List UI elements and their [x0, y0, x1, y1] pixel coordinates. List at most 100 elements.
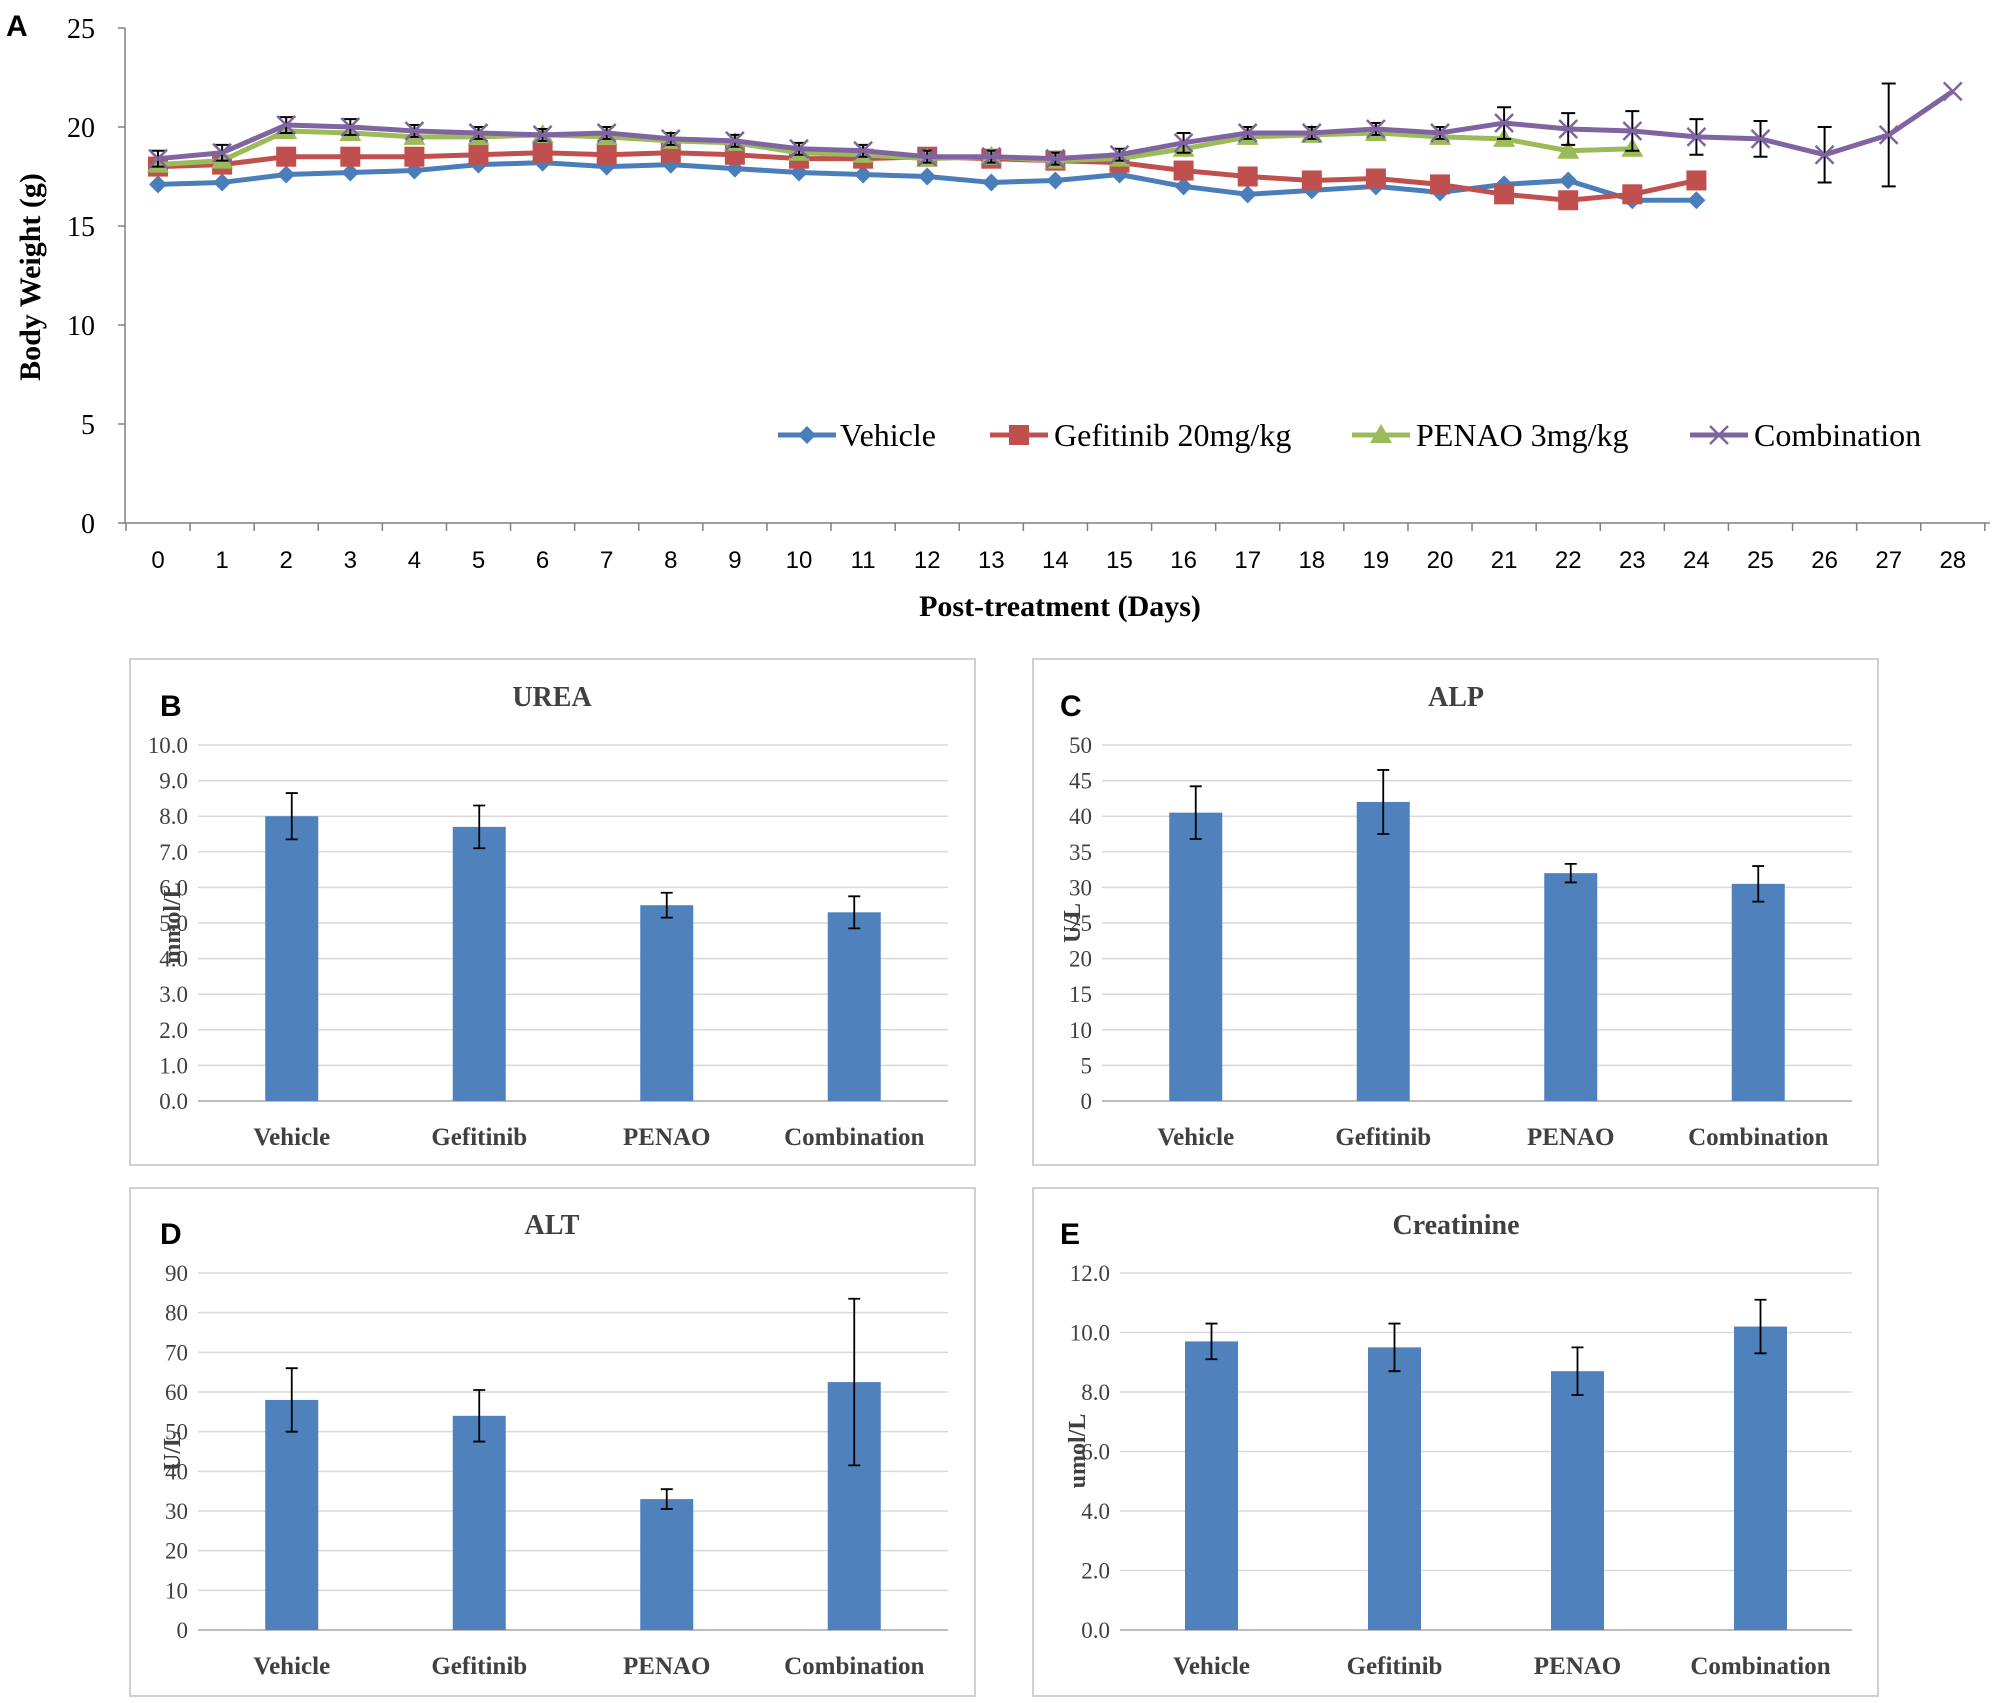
- data-point: [212, 142, 232, 163]
- error-bar: [285, 792, 298, 841]
- bar-penao: [640, 905, 694, 1101]
- legend-label: Gefitinib 20mg/kg: [1054, 417, 1291, 453]
- data-point: [1366, 119, 1386, 139]
- y-tick-label: 70: [165, 1340, 188, 1365]
- data-point: [789, 138, 809, 159]
- error-bar: [473, 804, 486, 850]
- y-tick-label: 7.0: [159, 840, 188, 865]
- bar-vehicle: [265, 816, 319, 1101]
- x-axis-title: Post-treatment (Days): [919, 590, 1201, 623]
- data-point: [1686, 170, 1707, 191]
- x-tick-label: 12: [914, 547, 941, 574]
- data-point: [1557, 139, 1580, 159]
- data-point: [1173, 160, 1194, 181]
- data-point: [725, 130, 745, 151]
- data-point: [532, 142, 553, 163]
- legend-marker: [1370, 424, 1392, 443]
- x-tick-label: 17: [1234, 547, 1261, 574]
- data-point: [853, 140, 873, 161]
- x-tick-label: 3: [344, 547, 357, 574]
- y-tick-label: 5.0: [159, 911, 188, 936]
- y-tick-label: 40: [165, 1459, 188, 1484]
- bar-gefitinib: [1356, 801, 1410, 1101]
- data-point: [276, 115, 297, 135]
- panel-letter-e: E: [1060, 1218, 1080, 1251]
- y-tick-label: 25: [1069, 911, 1092, 936]
- y-tick-label: 6.0: [1081, 1440, 1110, 1465]
- data-point: [1558, 119, 1579, 139]
- y-tick-label: 10: [67, 311, 95, 342]
- y-tick-label: 40: [1069, 804, 1092, 829]
- legend-label: Vehicle: [840, 417, 936, 453]
- x-tick-label: PENAO: [1534, 1653, 1622, 1680]
- bar-vehicle: [265, 1399, 319, 1630]
- x-tick-label: 6: [536, 547, 549, 574]
- data-point: [1237, 166, 1258, 187]
- data-point: [1173, 132, 1194, 153]
- x-tick-label: 20: [1427, 547, 1454, 574]
- data-point: [213, 173, 232, 192]
- panel-letter-d: D: [160, 1218, 182, 1251]
- bar-gefitinib: [452, 826, 506, 1101]
- data-point: [468, 144, 489, 165]
- x-tick-label: Gefitinib: [1335, 1124, 1431, 1151]
- y-tick-label: 30: [1069, 875, 1092, 900]
- y-tick-label: 8.0: [159, 804, 188, 829]
- y-tick-label: 30: [165, 1499, 188, 1524]
- y-tick-label: 3.0: [159, 982, 188, 1007]
- panel-letter-a: A: [6, 10, 28, 43]
- y-tick-label: 12.0: [1070, 1261, 1110, 1286]
- x-tick-label: PENAO: [623, 1124, 711, 1151]
- data-point: [596, 123, 617, 143]
- data-point: [1558, 190, 1579, 211]
- data-point: [1814, 144, 1835, 165]
- y-tick-label: 10.0: [1070, 1321, 1110, 1346]
- error-bar: [660, 1488, 673, 1510]
- y-tick-label: 60: [165, 1380, 188, 1405]
- y-tick-label: 5: [1081, 1053, 1093, 1078]
- chart-title: Creatinine: [1392, 1210, 1519, 1241]
- y-tick-label: 45: [1069, 769, 1092, 794]
- y-tick-label: 8.0: [1081, 1380, 1110, 1405]
- data-point: [1687, 191, 1706, 210]
- panel-letter-b: B: [160, 690, 182, 723]
- bar-vehicle: [1185, 1341, 1238, 1630]
- y-tick-label: 0.0: [1081, 1618, 1110, 1643]
- panel-d: D ALT U/L 0 10 20 30 40 50 60 70 80 90 Vehicle Gefitin…: [129, 1187, 976, 1697]
- x-tick-label: 15: [1106, 547, 1133, 574]
- bar-penao: [1551, 1371, 1604, 1630]
- y-tick-label: 4.0: [1081, 1499, 1110, 1524]
- y-tick-label: 2.0: [159, 1018, 188, 1043]
- error-bar: [1754, 1298, 1767, 1355]
- data-point: [1046, 171, 1065, 190]
- x-tick-label: 19: [1363, 547, 1390, 574]
- x-tick-label: 7: [600, 547, 613, 574]
- y-tick-label: 10: [165, 1578, 188, 1603]
- x-tick-label: 18: [1298, 547, 1325, 574]
- x-tick-label: Vehicle: [1157, 1124, 1234, 1151]
- data-point: [918, 167, 937, 186]
- bar-gefitinib: [452, 1415, 506, 1630]
- error-bar: [1752, 865, 1765, 903]
- panel-e: E Creatinine umol/L 0.0 2.0 4.0 6.0 8.0 10.0 12.0…: [1032, 1187, 1879, 1697]
- y-tick-label: 4.0: [159, 947, 188, 972]
- x-tick-label: 24: [1683, 547, 1710, 574]
- data-point: [404, 121, 425, 141]
- data-point: [1494, 113, 1514, 133]
- data-point: [1109, 144, 1130, 165]
- data-point: [341, 163, 360, 182]
- y-tick-label: 10: [1069, 1018, 1092, 1043]
- data-point: [1559, 171, 1578, 190]
- data-point: [276, 146, 297, 167]
- error-bar: [1377, 769, 1390, 835]
- error-bar: [1388, 1322, 1401, 1373]
- y-tick-label: 10.0: [148, 733, 188, 758]
- error-bar: [1564, 863, 1577, 884]
- bar-combination: [1734, 1326, 1787, 1630]
- data-point: [148, 148, 168, 169]
- x-tick-label: 22: [1555, 547, 1582, 574]
- data-point: [1430, 123, 1450, 143]
- y-tick-label: 20: [165, 1539, 188, 1564]
- bar-penao: [640, 1499, 694, 1630]
